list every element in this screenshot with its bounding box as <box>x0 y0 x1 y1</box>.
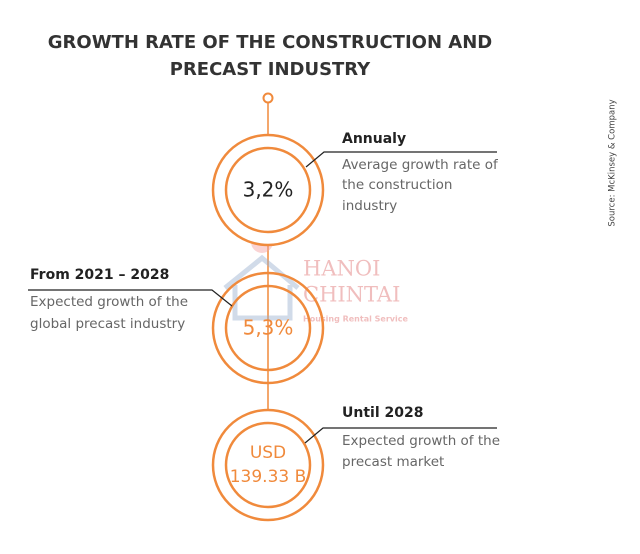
title-line: PRECAST INDUSTRY <box>170 59 371 80</box>
value: 139.33 B <box>230 467 307 487</box>
outer-ring <box>211 271 325 385</box>
description: precast market <box>342 454 444 470</box>
leader-line <box>28 289 233 307</box>
inner-ring <box>224 146 312 234</box>
description: Expected growth of the <box>342 433 500 449</box>
value: USD <box>250 443 286 463</box>
description: Expected growth of the <box>30 294 188 310</box>
leader-line <box>304 427 497 444</box>
value: 3,2% <box>243 178 294 202</box>
watermark: HANOI CHINTAI Housing Rental Service <box>223 231 408 324</box>
watermark-text: HANOI <box>303 257 380 281</box>
source: Source: McKinsey & Company <box>608 99 618 226</box>
outer-ring <box>211 408 325 522</box>
heading: Until 2028 <box>342 405 423 421</box>
description: Average growth rate of <box>342 157 499 173</box>
watermark-text: CHINTAI <box>303 283 400 307</box>
outer-ring <box>211 133 325 247</box>
description: industry <box>342 198 397 214</box>
watermark-house <box>223 254 300 321</box>
heading: From 2021 – 2028 <box>30 267 169 283</box>
watermark-tagline: Housing Rental Service <box>303 315 408 324</box>
top-dot <box>262 92 274 104</box>
heading: Annualy <box>342 131 406 147</box>
inner-ring <box>224 284 312 372</box>
inner-ring <box>224 421 312 509</box>
leader-line <box>305 151 497 168</box>
value: 5,3% <box>243 316 294 340</box>
description: the construction <box>342 177 452 193</box>
title-line: GROWTH RATE OF THE CONSTRUCTION AND <box>48 32 492 53</box>
description: global precast industry <box>30 316 185 332</box>
